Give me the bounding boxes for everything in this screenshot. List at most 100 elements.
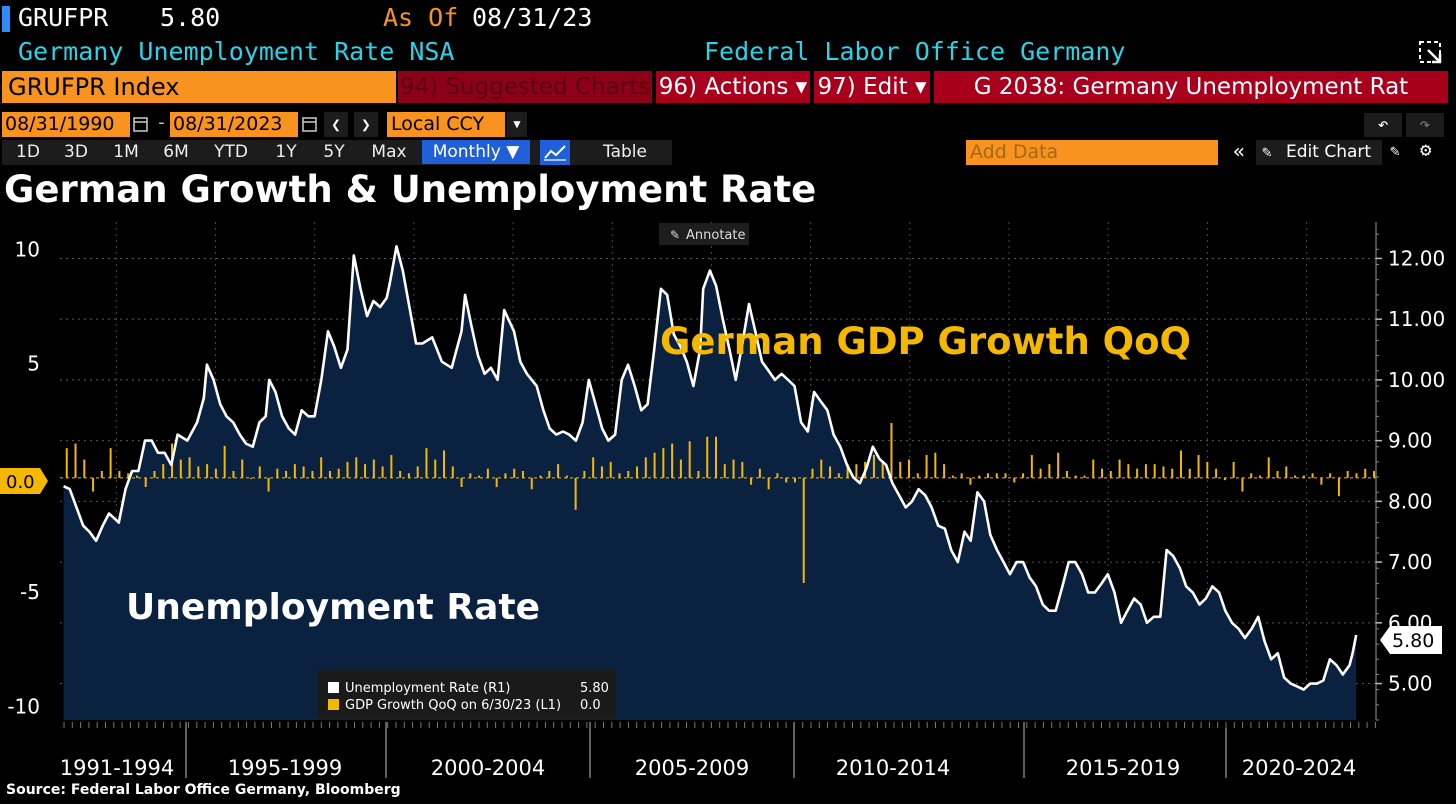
gdp-bar [346,461,349,478]
gdp-bar [92,477,95,492]
suggested-charts-button[interactable]: 94) Suggested Charts [398,71,652,103]
left-tick-label: -10 [7,694,40,718]
left-tick-label: 5 [27,352,40,376]
index-field[interactable]: GRUFPR Index [2,71,396,103]
gdp-bar [1013,477,1016,483]
gdp-bar [285,471,288,478]
gdp-bar [1329,473,1332,478]
gdp-bar [679,459,682,478]
gdp-bar [916,473,919,478]
as-of-date: 08/31/23 [472,3,593,32]
annotate-button[interactable]: ✎ Annotate [659,223,749,245]
gdp-bar [1144,464,1147,478]
ticker: GRUFPR [18,3,109,32]
gdp-bar [153,471,156,478]
last-value: 5.80 [160,3,221,32]
gdp-bar [688,441,691,478]
gdp-bar [267,477,270,492]
right-tick-label: 10.00 [1388,368,1445,392]
line-chart-icon[interactable] [540,140,570,165]
collapse-icon[interactable]: « [1232,139,1246,163]
gdp-bar [925,455,928,478]
period-5y-button[interactable]: 5Y [323,142,345,162]
gdp-bar [548,471,551,478]
gdp-bar [1223,477,1226,481]
period-1y-button[interactable]: 1Y [275,142,297,162]
gdp-bar [899,461,902,478]
gdp-bar [381,466,384,478]
gdp-bar [1276,471,1279,478]
edit-chart-button[interactable]: ✎ Edit Chart [1256,140,1382,165]
period-6m-button[interactable]: 6M [163,142,189,162]
gdp-bar [1065,471,1068,478]
gdp-bar [811,468,814,478]
gdp-bar [425,448,428,478]
left-axis: 10 5 -5 -10 [7,237,40,718]
gdp-bar [364,464,367,478]
gdp-bar [1030,455,1033,478]
gear-icon[interactable]: ⚙ [1420,139,1432,161]
currency-select[interactable]: Local CCY [387,112,505,137]
next-arrow-icon[interactable]: ❯ [354,112,378,137]
chevron-down-icon[interactable]: ▼ [507,112,527,137]
chart-style-icon[interactable]: ✎ [1390,141,1400,160]
gdp-bars [60,423,1376,583]
gdp-bar [311,471,314,478]
actions-menu[interactable]: 96) Actions ▾ [656,71,810,103]
calendar-icon[interactable] [133,115,149,133]
gdp-annotation: German GDP Growth QoQ [660,320,1191,363]
gdp-bar [1057,452,1060,478]
gdp-bar [714,436,717,478]
legend: Unemployment Rate (R1) 5.80 GDP Growth Q… [318,669,616,719]
as-of-label: As Of [383,3,459,32]
right-last-value: 5.80 [1392,630,1434,652]
x-category-label: 2005-2009 [635,756,749,780]
gdp-bar [118,471,121,478]
period-1d-button[interactable]: 1D [16,142,40,162]
annotate-label: Annotate [686,228,745,243]
gdp-bar [1039,468,1042,478]
prev-arrow-icon[interactable]: ❮ [324,112,348,137]
add-data-input[interactable]: Add Data [966,140,1218,165]
gdp-bar [583,471,586,478]
period-3d-button[interactable]: 3D [64,142,88,162]
start-date-field[interactable]: 08/31/1990 [2,112,130,137]
x-category-label: 2020-2024 [1242,756,1356,780]
period-1m-button[interactable]: 1M [113,142,139,162]
gdp-bar [337,468,340,478]
gdp-bar [513,468,516,478]
gdp-bar [802,477,805,583]
gdp-bar [1267,457,1270,478]
gdp-bar [627,471,630,478]
legend-swatch-unemployment [328,682,339,693]
popout-icon[interactable] [1418,40,1444,66]
gdp-bar [785,477,788,483]
gdp-bar [1311,473,1314,478]
x-category-label: 1991-1994 [60,756,174,780]
period-ytd-button[interactable]: YTD [214,142,248,162]
gdp-bar [723,464,726,478]
gdp-bar [276,468,279,478]
frequency-select[interactable]: Monthly ▼ [422,140,530,164]
undo-icon[interactable]: ↶ [1364,113,1402,137]
period-max-button[interactable]: Max [371,142,407,162]
gdp-bar [320,457,323,478]
right-tick-label: 7.00 [1388,550,1433,574]
end-date-field[interactable]: 08/31/2023 [170,112,298,137]
legend-label-unemployment: Unemployment Rate (R1) [345,681,510,696]
unemployment-area [63,246,1357,721]
table-button[interactable]: Table [603,142,647,162]
gdp-bar [372,459,375,478]
gdp-bar [443,450,446,478]
redo-icon[interactable]: ↷ [1406,113,1444,137]
ticker-marker [2,6,10,32]
gdp-bar [1285,466,1288,478]
gdp-bar [986,473,989,478]
edit-menu[interactable]: 97) Edit ▾ [814,71,930,103]
gdp-bar [908,459,911,478]
calendar-icon[interactable] [302,115,318,133]
gdp-bar [486,468,489,478]
gdp-bar [1197,455,1200,478]
x-category-label: 1995-1999 [228,756,342,780]
